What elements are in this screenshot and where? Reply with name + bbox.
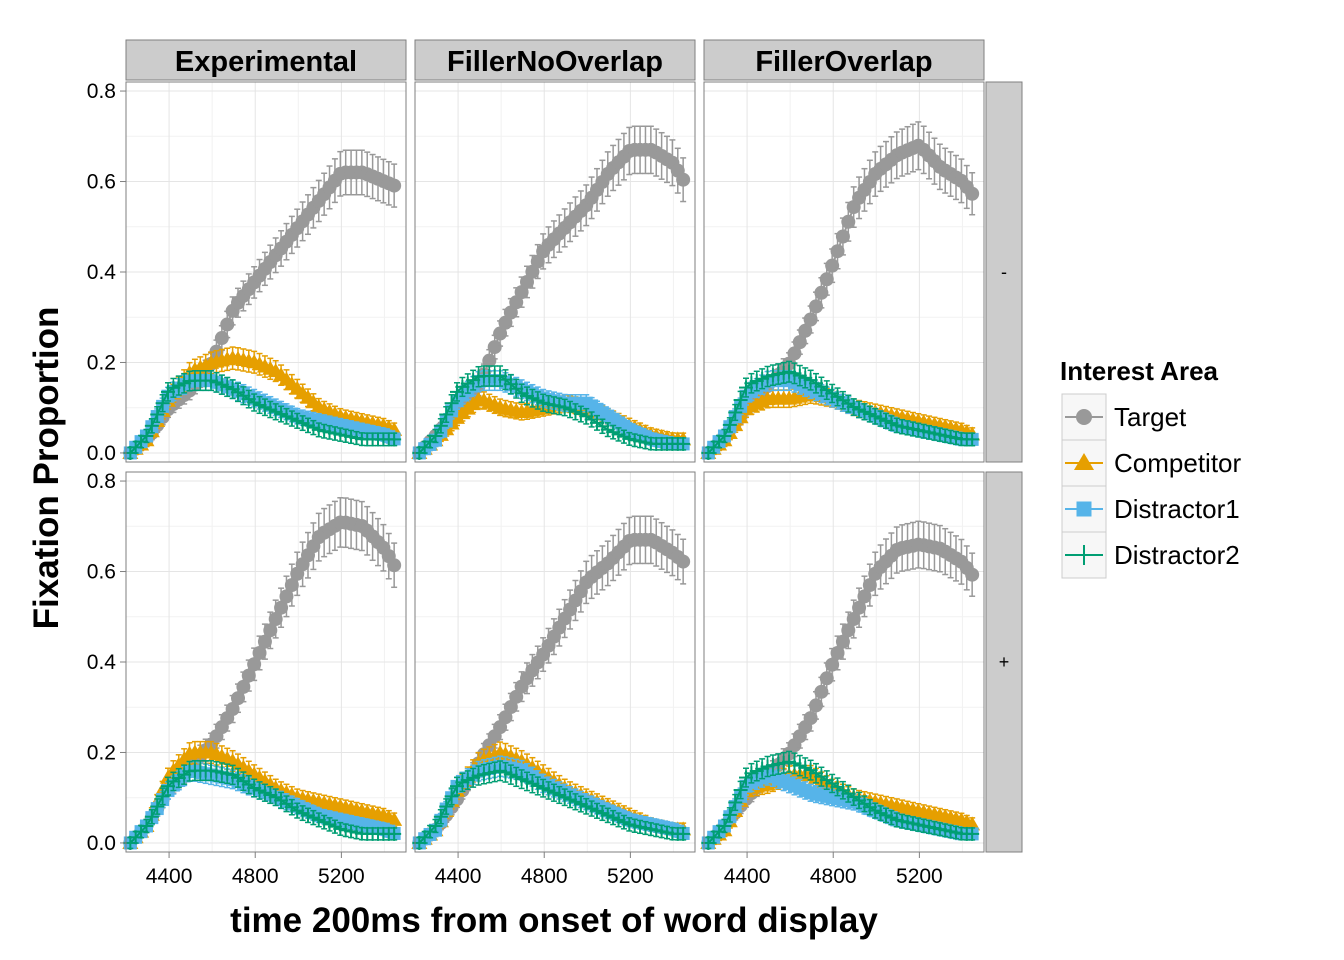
panel <box>700 471 985 853</box>
competitor-point <box>386 811 403 826</box>
target-point <box>841 214 856 229</box>
target-point <box>387 558 402 573</box>
target-point <box>841 623 856 638</box>
target-point <box>809 698 823 713</box>
column-strip <box>125 39 407 81</box>
target-point <box>387 178 402 193</box>
target-point <box>263 623 278 638</box>
target-point <box>676 554 691 569</box>
series-distractor2 <box>123 760 402 850</box>
target-point <box>241 668 256 683</box>
target-point <box>220 317 235 332</box>
competitor-point <box>964 816 981 831</box>
target-point <box>487 340 502 355</box>
target-point <box>803 711 818 726</box>
target-point <box>247 657 262 672</box>
panel-border <box>414 471 696 853</box>
target-point <box>965 567 980 582</box>
panel <box>122 471 407 853</box>
target-point <box>482 353 497 368</box>
target-point <box>284 578 299 593</box>
column-strip <box>703 39 985 81</box>
series-distractor2 <box>701 360 980 460</box>
target-point <box>252 645 267 660</box>
target-point <box>965 186 980 201</box>
target-point <box>835 229 850 244</box>
series-distractor2 <box>412 365 691 460</box>
target-point <box>257 634 272 649</box>
target-point <box>857 589 872 604</box>
target-point <box>792 335 807 350</box>
target-point <box>214 331 229 346</box>
target-point <box>830 645 845 660</box>
panel-border <box>414 81 696 463</box>
row-strip-label: - <box>1001 262 1007 282</box>
column-strip-label: FillerOverlap <box>755 46 932 78</box>
series-distractor2 <box>123 370 402 460</box>
target-point <box>846 612 861 627</box>
series-target <box>701 121 980 460</box>
panel <box>700 81 985 463</box>
target-point <box>787 346 802 361</box>
panels-layer: Experimental FillerNoOverlap FillerOverlap… <box>122 39 1023 853</box>
column-strip-label: FillerNoOverlap <box>447 46 663 78</box>
target-point <box>676 172 691 187</box>
target-point <box>809 299 823 314</box>
series-distractor2 <box>412 760 691 850</box>
target-point <box>814 285 829 300</box>
panel <box>411 471 696 853</box>
target-point <box>268 612 283 627</box>
panel-border <box>703 81 985 463</box>
target-point <box>493 326 508 341</box>
column-strip-label: Experimental <box>175 46 357 78</box>
target-point <box>835 634 850 649</box>
target-point <box>825 657 840 672</box>
row-strip-label: + <box>999 652 1010 672</box>
row-strip <box>985 471 1023 853</box>
row-strip <box>985 81 1023 463</box>
panel <box>122 81 407 463</box>
target-point <box>814 684 829 699</box>
column-strip <box>414 39 696 81</box>
target-point <box>798 323 813 338</box>
panel <box>411 81 696 463</box>
target-point <box>862 578 877 593</box>
target-point <box>803 312 818 327</box>
target-point <box>279 589 294 604</box>
target-point <box>274 600 289 615</box>
target-point <box>819 671 834 686</box>
target-point <box>852 600 867 615</box>
